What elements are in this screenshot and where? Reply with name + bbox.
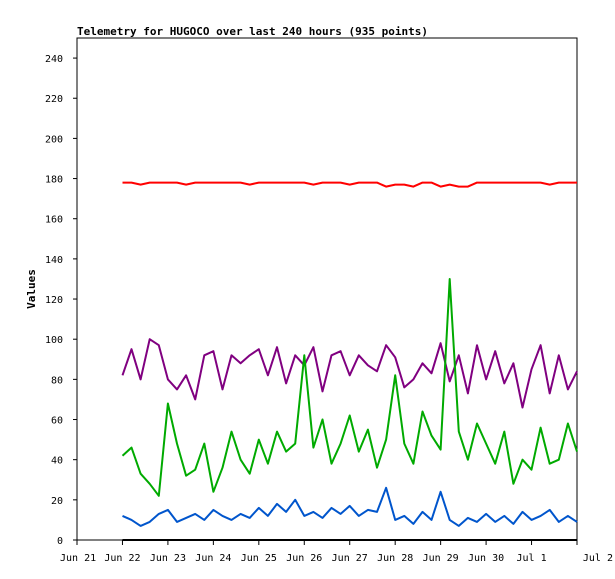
y-axis-label: Values: [25, 269, 38, 309]
y-tick-label: 20: [51, 496, 63, 507]
y-tick-label: 0: [57, 536, 63, 547]
y-tick-label: 100: [45, 335, 63, 346]
y-axis: 0 20 40 60 80 100 120 140 160 180 200 220 240: [45, 54, 77, 547]
y-tick-label: 160: [45, 215, 63, 226]
series-line-2: [121, 278, 578, 497]
y-tick-label: 220: [45, 94, 63, 105]
x-tick-label: Jun 29: [423, 553, 459, 564]
y-tick-label: 80: [51, 375, 63, 386]
x-tick-label: Jun 23: [150, 553, 186, 564]
y-tick-label: 120: [45, 295, 63, 306]
x-tick-label: Jul 2: [583, 553, 613, 564]
y-tick-label: 240: [45, 54, 63, 65]
y-tick-label: 200: [45, 134, 63, 145]
x-tick-label: Jun 27: [332, 553, 368, 564]
x-tick-label: Jun 26: [286, 553, 322, 564]
x-tick-label: Jun 30: [468, 553, 504, 564]
x-tick-label: Jun 24: [195, 553, 231, 564]
series-line-3: [122, 486, 578, 527]
y-tick-label: 180: [45, 175, 63, 186]
series-line-1: [121, 338, 578, 409]
x-tick-label: Jun 25: [241, 553, 277, 564]
series-line-0: [122, 181, 577, 188]
x-tick-label: Jul 1: [516, 553, 546, 564]
x-tick-label: Jun 22: [104, 553, 140, 564]
x-tick-label: Jun 21: [60, 553, 96, 564]
y-tick-label: 60: [51, 416, 63, 427]
y-tick-label: 40: [51, 456, 63, 467]
series-group: [121, 181, 578, 541]
x-tick-label: Jun 28: [377, 553, 413, 564]
chart-title: Telemetry for HUGOCO over last 240 hours…: [77, 25, 428, 38]
y-tick-label: 140: [45, 255, 63, 266]
